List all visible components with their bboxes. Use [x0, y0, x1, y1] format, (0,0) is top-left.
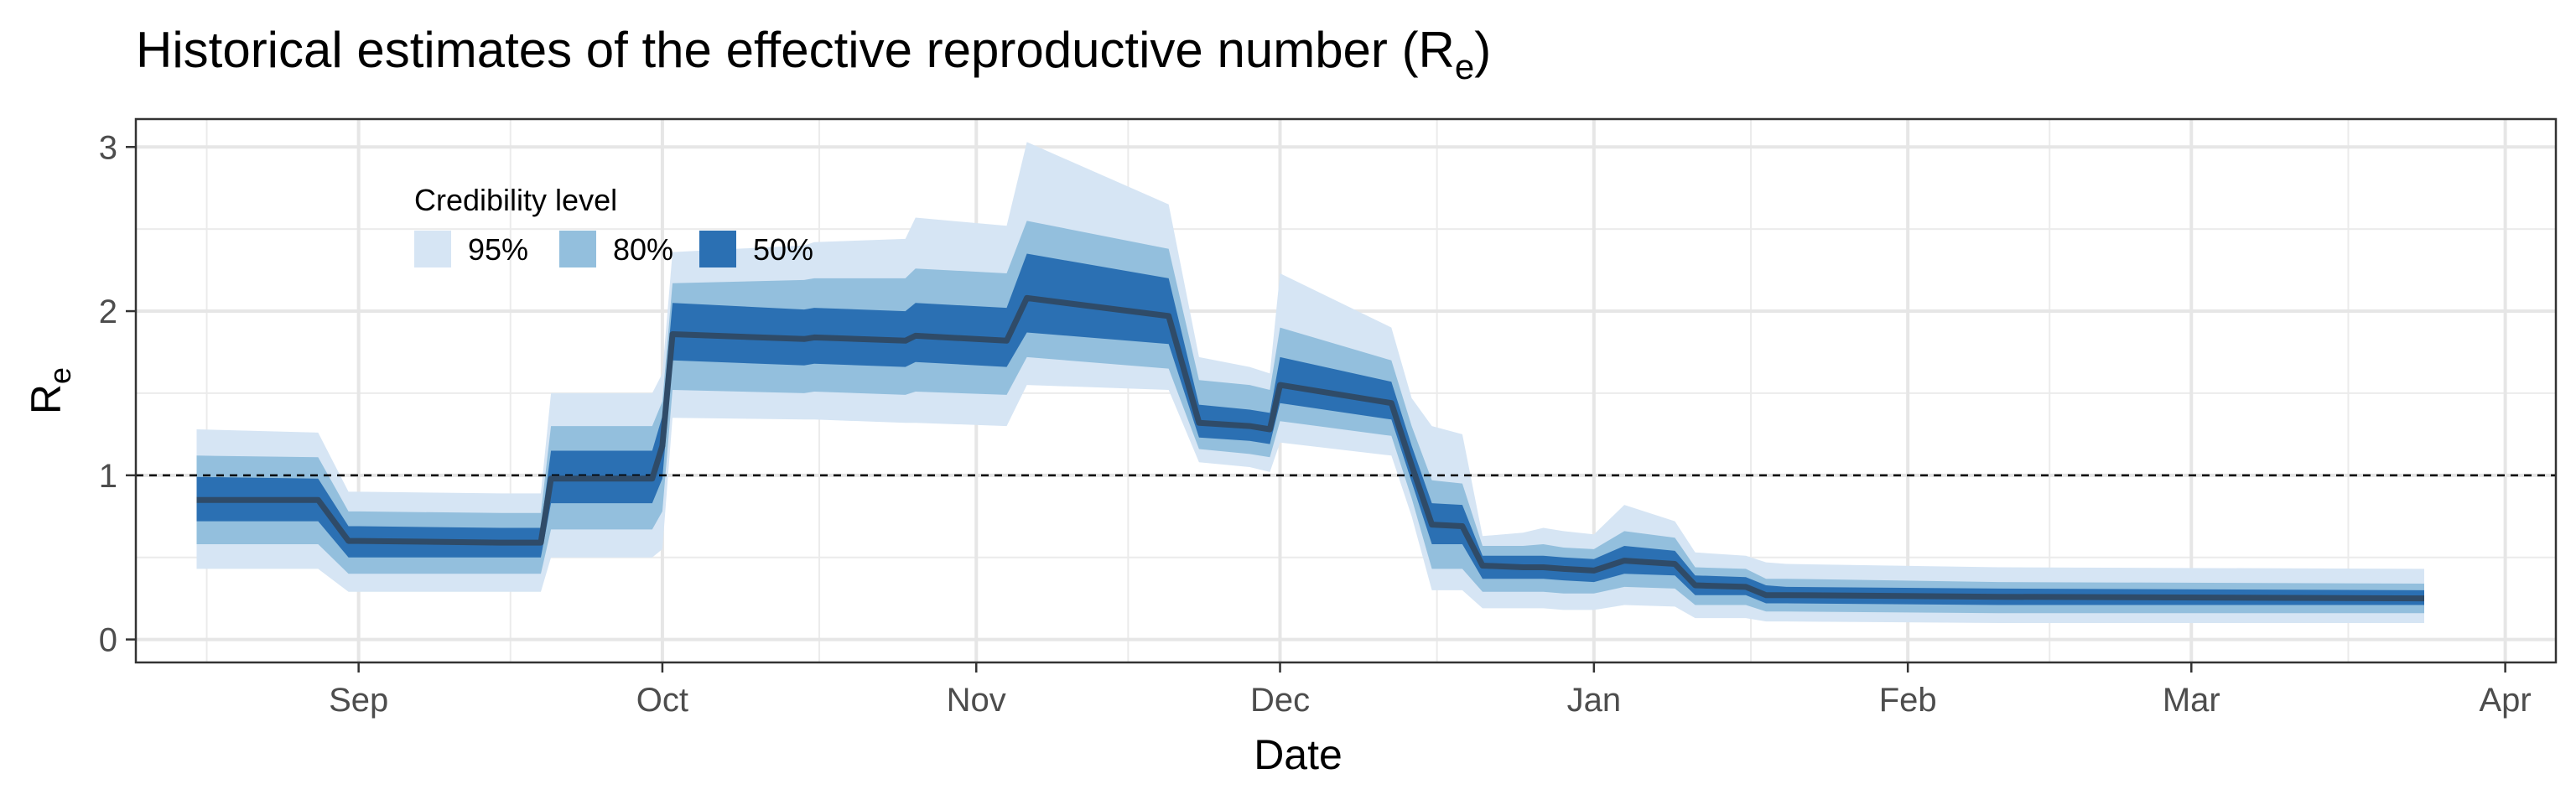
x-axis-title: Date: [1254, 731, 1343, 778]
x-tick-label: Dec: [1250, 682, 1310, 719]
x-axis: Sep Oct Nov Dec Jan Feb Mar Apr: [329, 662, 2532, 719]
legend-key-80pct: [559, 231, 596, 267]
y-tick-label: 1: [99, 458, 117, 495]
x-tick-label: Jan: [1567, 682, 1622, 719]
legend-title: Credibility level: [414, 183, 617, 217]
x-tick-label: Apr: [2479, 682, 2531, 719]
y-axis-title: Re: [23, 367, 77, 414]
y-axis-title-subscript: e: [43, 367, 77, 384]
y-axis: 0 1 2 3: [99, 129, 136, 659]
x-tick-label: Nov: [947, 682, 1006, 719]
legend-label-95pct: 95%: [468, 232, 528, 267]
chart-title-end: ): [1474, 22, 1491, 78]
chart-title-main: Historical estimates of the effective re…: [136, 22, 1455, 78]
median-line: [196, 294, 2425, 602]
legend-label-50pct: 50%: [753, 232, 813, 267]
ci50-band: [196, 253, 2424, 605]
x-tick-label: Oct: [636, 682, 688, 719]
legend-key-95pct: [414, 231, 451, 267]
plot-border: [134, 117, 2558, 664]
legend-label-80pct: 80%: [613, 232, 673, 267]
y-tick-label: 3: [99, 129, 117, 166]
x-tick-label: Feb: [1879, 682, 1937, 719]
y-tick-label: 2: [99, 293, 117, 330]
chart-title: Historical estimates of the effective re…: [136, 22, 1491, 86]
legend: Credibility level 95% 80% 50%: [414, 183, 813, 267]
chart-title-subscript: e: [1455, 47, 1474, 86]
y-axis-title-main: R: [23, 384, 70, 414]
y-tick-label: 0: [99, 622, 117, 659]
x-tick-label: Sep: [329, 682, 388, 719]
x-tick-label: Mar: [2163, 682, 2220, 719]
legend-key-50pct: [699, 231, 736, 267]
credibility-bands: [196, 142, 2424, 623]
